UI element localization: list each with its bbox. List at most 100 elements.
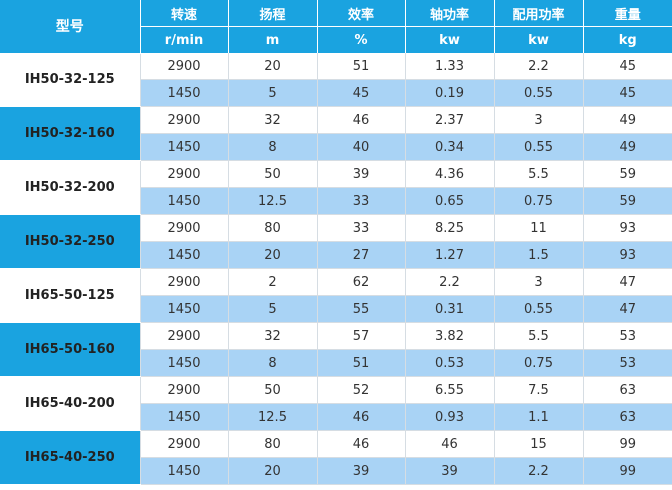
efficiency-cell: 55 [317, 295, 406, 323]
shaft-power-cell: 3.82 [405, 322, 495, 350]
table-row: 1450 12.5 46 0.93 1.1 63 [0, 403, 672, 431]
model-name-cell: IH50-32-250 [0, 214, 141, 269]
head-cell: 20 [228, 53, 318, 80]
motor-power-cell: 0.55 [494, 133, 584, 161]
speed-cell: 2900 [140, 322, 229, 350]
shaft-power-cell: 0.53 [405, 349, 495, 377]
head-cell: 8 [228, 349, 318, 377]
weight-cell: 45 [583, 79, 672, 107]
shaft-power-cell: 1.33 [405, 53, 495, 80]
head-unit: m [228, 26, 318, 53]
weight-cell: 59 [583, 160, 672, 188]
model-name-cell: IH65-50-160 [0, 322, 141, 377]
shaft-power-cell: 0.65 [405, 187, 495, 215]
model-name-cell: IH65-40-250 [0, 430, 141, 485]
speed-cell: 1450 [140, 349, 229, 377]
weight-header: 重量 [583, 0, 672, 27]
head-cell: 5 [228, 295, 318, 323]
table-row: IH65-40-200 2900 50 52 6.55 7.5 63 [0, 376, 672, 431]
table-row: IH50-32-200 2900 50 39 4.36 5.5 59 [0, 160, 672, 215]
efficiency-cell: 33 [317, 214, 406, 242]
efficiency-cell: 39 [317, 457, 406, 485]
speed-header: 转速 [140, 0, 229, 27]
head-cell: 80 [228, 430, 318, 458]
weight-cell: 47 [583, 295, 672, 323]
table-row: 1450 5 55 0.31 0.55 47 [0, 295, 672, 323]
efficiency-cell: 52 [317, 376, 406, 404]
speed-cell: 1450 [140, 79, 229, 107]
speed-cell: 2900 [140, 214, 229, 242]
head-cell: 8 [228, 133, 318, 161]
speed-cell: 2900 [140, 106, 229, 134]
motor-power-cell: 15 [494, 430, 584, 458]
speed-cell: 2900 [140, 376, 229, 404]
motor-power-cell: 3 [494, 106, 584, 134]
motor-power-cell: 0.55 [494, 295, 584, 323]
head-cell: 12.5 [228, 187, 318, 215]
efficiency-cell: 39 [317, 160, 406, 188]
speed-cell: 2900 [140, 53, 229, 80]
table-body: IH50-32-125 2900 20 51 1.33 2.2 45 1450 5 45 0.19 0… [0, 53, 672, 485]
motor-power-cell: 0.75 [494, 187, 584, 215]
weight-cell: 93 [583, 214, 672, 242]
weight-unit: kg [583, 26, 672, 53]
model-name-cell: IH65-40-200 [0, 376, 141, 431]
efficiency-cell: 46 [317, 430, 406, 458]
efficiency-cell: 45 [317, 79, 406, 107]
speed-cell: 1450 [140, 133, 229, 161]
shaft-power-cell: 0.31 [405, 295, 495, 323]
shaft-power-cell: 46 [405, 430, 495, 458]
efficiency-header: 效率 [317, 0, 406, 27]
speed-cell: 1450 [140, 295, 229, 323]
motor-power-cell: 2.2 [494, 457, 584, 485]
head-cell: 50 [228, 160, 318, 188]
model-name-cell: IH65-50-125 [0, 268, 141, 323]
motor-power-unit: kw [494, 26, 584, 53]
weight-cell: 99 [583, 457, 672, 485]
weight-cell: 93 [583, 241, 672, 269]
speed-cell: 2900 [140, 160, 229, 188]
efficiency-cell: 27 [317, 241, 406, 269]
speed-cell: 1450 [140, 187, 229, 215]
weight-cell: 49 [583, 106, 672, 134]
efficiency-cell: 51 [317, 349, 406, 377]
weight-cell: 47 [583, 268, 672, 296]
efficiency-cell: 62 [317, 268, 406, 296]
weight-cell: 59 [583, 187, 672, 215]
shaft-power-cell: 2.2 [405, 268, 495, 296]
motor-power-cell: 5.5 [494, 160, 584, 188]
shaft-power-cell: 4.36 [405, 160, 495, 188]
efficiency-cell: 46 [317, 106, 406, 134]
speed-cell: 1450 [140, 457, 229, 485]
speed-cell: 2900 [140, 268, 229, 296]
speed-unit: r/min [140, 26, 229, 53]
head-cell: 32 [228, 106, 318, 134]
weight-cell: 49 [583, 133, 672, 161]
head-cell: 50 [228, 376, 318, 404]
table-row: 1450 8 51 0.53 0.75 53 [0, 349, 672, 377]
table-row: IH50-32-250 2900 80 33 8.25 11 93 [0, 214, 672, 269]
table-row: 1450 20 27 1.27 1.5 93 [0, 241, 672, 269]
table-row: IH65-50-125 2900 2 62 2.2 3 47 [0, 268, 672, 323]
shaft-power-cell: 2.37 [405, 106, 495, 134]
head-header: 扬程 [228, 0, 318, 27]
table-row: 1450 20 39 39 2.2 99 [0, 457, 672, 485]
shaft-power-cell: 8.25 [405, 214, 495, 242]
table-row: 1450 5 45 0.19 0.55 45 [0, 79, 672, 107]
motor-power-cell: 2.2 [494, 53, 584, 80]
weight-cell: 45 [583, 53, 672, 80]
shaft-power-cell: 0.19 [405, 79, 495, 107]
weight-cell: 53 [583, 349, 672, 377]
shaft-power-cell: 6.55 [405, 376, 495, 404]
shaft-power-cell: 0.34 [405, 133, 495, 161]
head-cell: 2 [228, 268, 318, 296]
model-column-header: 型号 [0, 0, 141, 54]
head-cell: 20 [228, 241, 318, 269]
table-row: IH65-40-250 2900 80 46 46 15 99 [0, 430, 672, 485]
efficiency-cell: 33 [317, 187, 406, 215]
motor-power-cell: 1.1 [494, 403, 584, 431]
motor-power-cell: 3 [494, 268, 584, 296]
head-cell: 80 [228, 214, 318, 242]
model-name-cell: IH50-32-125 [0, 53, 141, 107]
shaft-power-header: 轴功率 [405, 0, 495, 27]
